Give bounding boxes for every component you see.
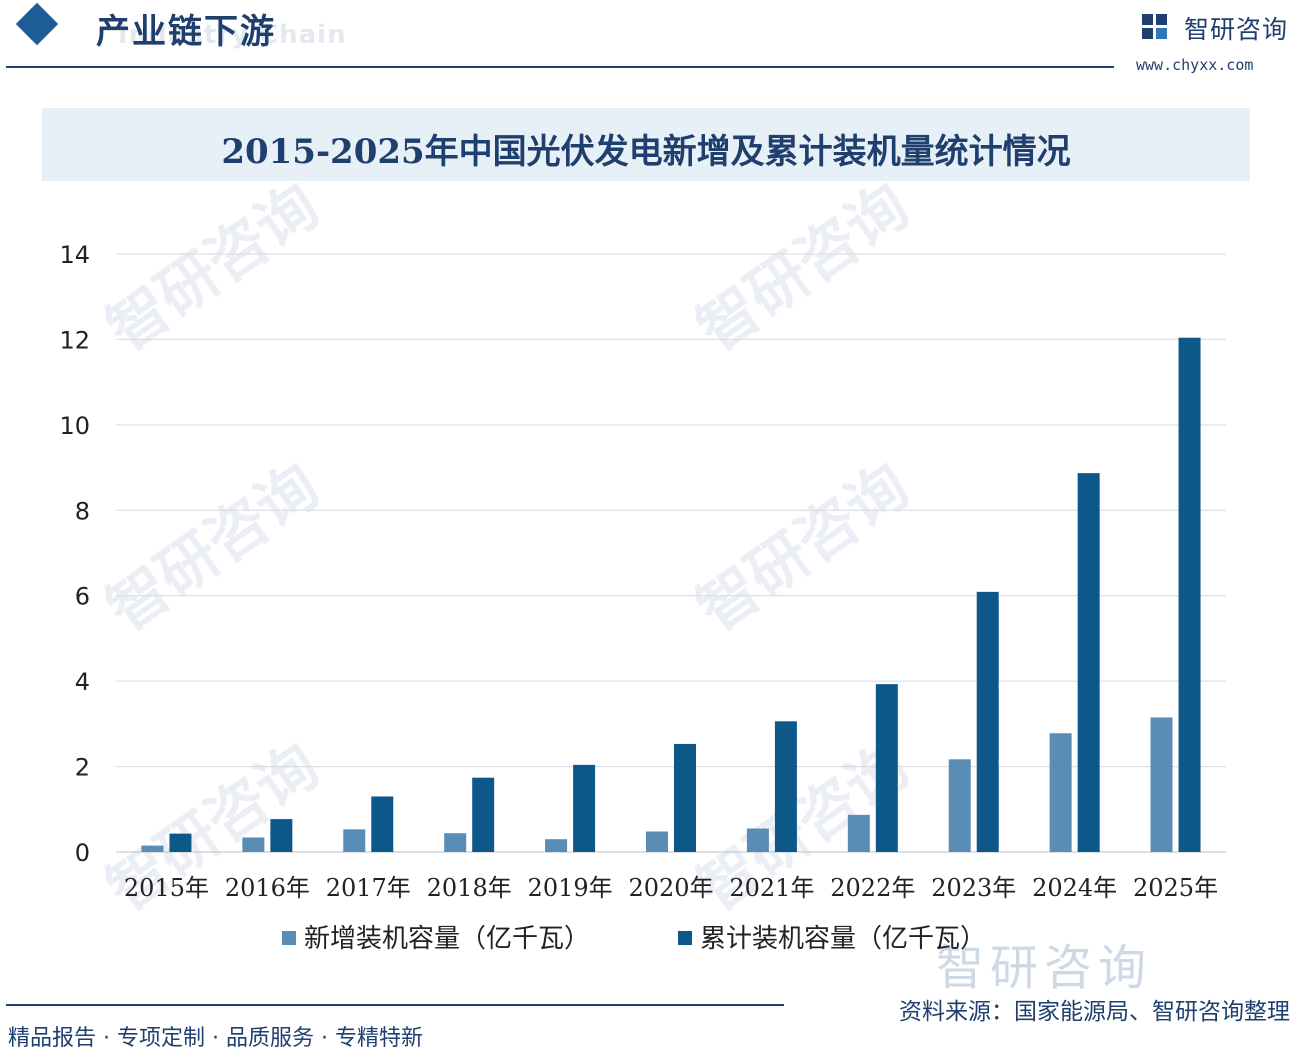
brand-name: 智研咨询 bbox=[1184, 15, 1289, 44]
y-tick-label: 4 bbox=[75, 668, 90, 696]
bar-cumulative bbox=[270, 819, 293, 852]
bar-new bbox=[343, 829, 366, 852]
bar-new bbox=[242, 837, 265, 852]
data-source: 资料来源：国家能源局、智研咨询整理 bbox=[899, 999, 1290, 1025]
bar-cumulative bbox=[1178, 337, 1201, 853]
bar-cumulative bbox=[875, 684, 898, 852]
y-tick-label: 0 bbox=[75, 839, 90, 867]
x-tick-label: 2019年 bbox=[528, 874, 613, 902]
y-tick-label: 10 bbox=[59, 412, 90, 440]
x-tick-label: 2018年 bbox=[427, 874, 512, 902]
section-subtitle-en: Industry Chain bbox=[118, 20, 347, 50]
bar-new bbox=[646, 831, 668, 852]
bar-new bbox=[1150, 717, 1173, 852]
bar-cumulative bbox=[674, 743, 696, 852]
y-tick-label: 14 bbox=[59, 241, 90, 269]
bar-chart: 0 2 4 6 8 10 12 14 2015年 2016年 2017年 2018年 2019年 2020… bbox=[59, 241, 1226, 902]
legend-label-new: 新增装机容量（亿千瓦） bbox=[304, 924, 591, 954]
diamond-icon bbox=[15, 2, 59, 46]
x-tick-label: 2024年 bbox=[1032, 874, 1117, 902]
bar-cumulative bbox=[976, 591, 999, 852]
y-tick-label: 8 bbox=[75, 497, 90, 525]
chart-title: 2015-2025年中国光伏发电新增及累计装机量统计情况 bbox=[221, 132, 1071, 172]
y-tick-label: 2 bbox=[75, 754, 90, 782]
x-tick-label: 2023年 bbox=[931, 874, 1016, 902]
bar-cumulative bbox=[472, 777, 495, 852]
section-title: 产业链下游 bbox=[96, 12, 276, 52]
x-tick-label: 2020年 bbox=[628, 874, 713, 902]
bar-cumulative bbox=[1077, 473, 1100, 852]
brand-url: www.chyxx.com bbox=[1136, 56, 1254, 74]
bar-new bbox=[847, 814, 870, 852]
bar-new bbox=[1049, 733, 1072, 852]
bar-cumulative bbox=[371, 796, 394, 852]
legend-label-cumulative: 累计装机容量（亿千瓦） bbox=[700, 924, 987, 954]
x-tick-label: 2016年 bbox=[225, 874, 310, 902]
x-tick-label: 2021年 bbox=[729, 874, 814, 902]
bar-cumulative bbox=[774, 721, 797, 852]
footer-slogan: 精品报告 · 专项定制 · 品质服务 · 专精特新 bbox=[8, 1026, 423, 1051]
chart-title-band: 2015-2025年中国光伏发电新增及累计装机量统计情况 bbox=[42, 108, 1250, 181]
header-divider bbox=[6, 66, 1114, 68]
brand-logo-icon bbox=[1142, 14, 1167, 39]
y-tick-label: 12 bbox=[59, 326, 90, 354]
bar-cumulative bbox=[169, 833, 192, 852]
x-tick-label: 2017年 bbox=[326, 874, 411, 902]
bar-new bbox=[948, 759, 971, 852]
bar-cumulative bbox=[573, 764, 596, 852]
watermark-bottom: 智研咨询 bbox=[936, 940, 1153, 996]
legend-swatch-cumulative bbox=[678, 931, 692, 945]
y-tick-label: 6 bbox=[75, 583, 90, 611]
legend-swatch-new bbox=[282, 931, 296, 945]
bar-new bbox=[545, 839, 568, 852]
x-tick-label: 2015年 bbox=[124, 874, 209, 902]
bar-new bbox=[141, 845, 164, 852]
bar-new bbox=[444, 833, 467, 852]
chart-legend: 新增装机容量（亿千瓦） 累计装机容量（亿千瓦） bbox=[0, 914, 1296, 964]
x-tick-label: 2025年 bbox=[1133, 874, 1218, 902]
header: Industry Chain 产业链下游 智研咨询 www.chyxx.com bbox=[0, 0, 1296, 80]
bar-new bbox=[746, 828, 769, 852]
footer-divider bbox=[6, 1004, 784, 1006]
x-tick-label: 2022年 bbox=[830, 874, 915, 902]
